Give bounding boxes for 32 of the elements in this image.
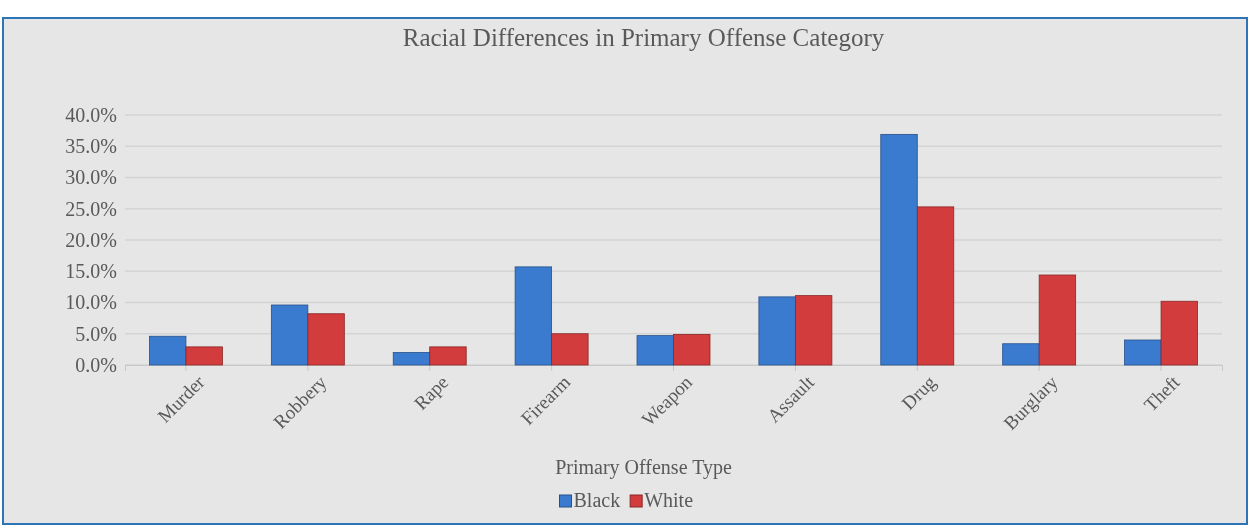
x-tick-label: Rape [409, 371, 453, 414]
bar [880, 133, 918, 366]
bar [185, 346, 223, 366]
chart-title: Racial Differences in Primary Offense Category [402, 24, 885, 51]
bar [794, 295, 833, 366]
bar [758, 296, 796, 366]
bar [392, 352, 431, 366]
bar [1002, 343, 1040, 366]
x-axis-title: Primary Offense Type [555, 456, 732, 479]
bar [149, 335, 187, 366]
y-tick-label: 10.0% [65, 291, 117, 314]
y-tick-label: 25.0% [65, 197, 117, 220]
legend-label: Black [573, 489, 621, 511]
bar [1124, 339, 1162, 366]
y-tick-label: 15.0% [65, 260, 117, 283]
y-tick-label: 35.0% [65, 135, 117, 158]
bar [429, 346, 467, 366]
bar [551, 333, 589, 366]
y-tick-label: 30.0% [65, 166, 117, 189]
bar [916, 206, 955, 366]
y-tick-label: 0.0% [75, 353, 117, 376]
bar [673, 333, 711, 366]
bar [636, 335, 674, 366]
bar [514, 266, 553, 366]
bar [307, 313, 345, 366]
bar [1038, 274, 1077, 366]
y-tick-label: 5.0% [75, 322, 117, 345]
y-tick-label: 20.0% [65, 228, 117, 251]
legend-label: White [644, 489, 694, 511]
bar [270, 304, 309, 366]
y-tick-label: 40.0% [65, 103, 117, 126]
bar [1160, 300, 1198, 366]
